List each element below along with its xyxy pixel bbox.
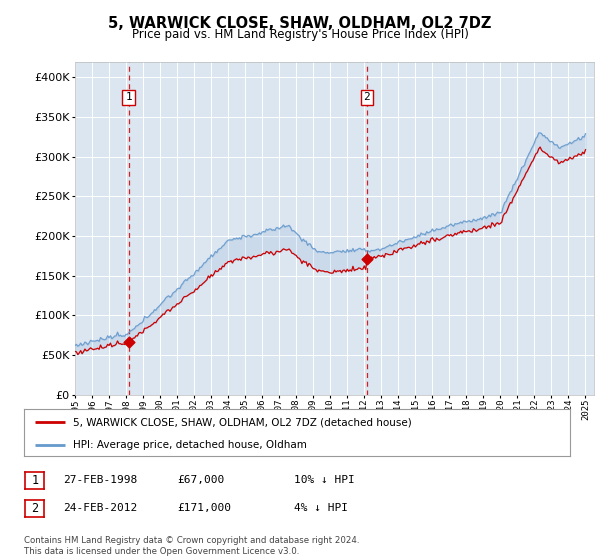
Point — [362, 255, 371, 264]
Text: 2: 2 — [31, 502, 38, 515]
Text: £67,000: £67,000 — [177, 475, 224, 486]
Text: Contains HM Land Registry data © Crown copyright and database right 2024.
This d: Contains HM Land Registry data © Crown c… — [24, 536, 359, 556]
Text: 5, WARWICK CLOSE, SHAW, OLDHAM, OL2 7DZ: 5, WARWICK CLOSE, SHAW, OLDHAM, OL2 7DZ — [109, 16, 491, 31]
Text: Price paid vs. HM Land Registry's House Price Index (HPI): Price paid vs. HM Land Registry's House … — [131, 28, 469, 41]
Text: £171,000: £171,000 — [177, 503, 231, 514]
Text: 24-FEB-2012: 24-FEB-2012 — [63, 503, 137, 514]
Point — [124, 337, 133, 346]
Text: 1: 1 — [31, 474, 38, 487]
Text: 4% ↓ HPI: 4% ↓ HPI — [294, 503, 348, 514]
Text: HPI: Average price, detached house, Oldham: HPI: Average price, detached house, Oldh… — [73, 440, 307, 450]
Text: 10% ↓ HPI: 10% ↓ HPI — [294, 475, 355, 486]
Text: 2: 2 — [364, 92, 370, 102]
Text: 1: 1 — [125, 92, 132, 102]
Text: 27-FEB-1998: 27-FEB-1998 — [63, 475, 137, 486]
Text: 5, WARWICK CLOSE, SHAW, OLDHAM, OL2 7DZ (detached house): 5, WARWICK CLOSE, SHAW, OLDHAM, OL2 7DZ … — [73, 417, 412, 427]
